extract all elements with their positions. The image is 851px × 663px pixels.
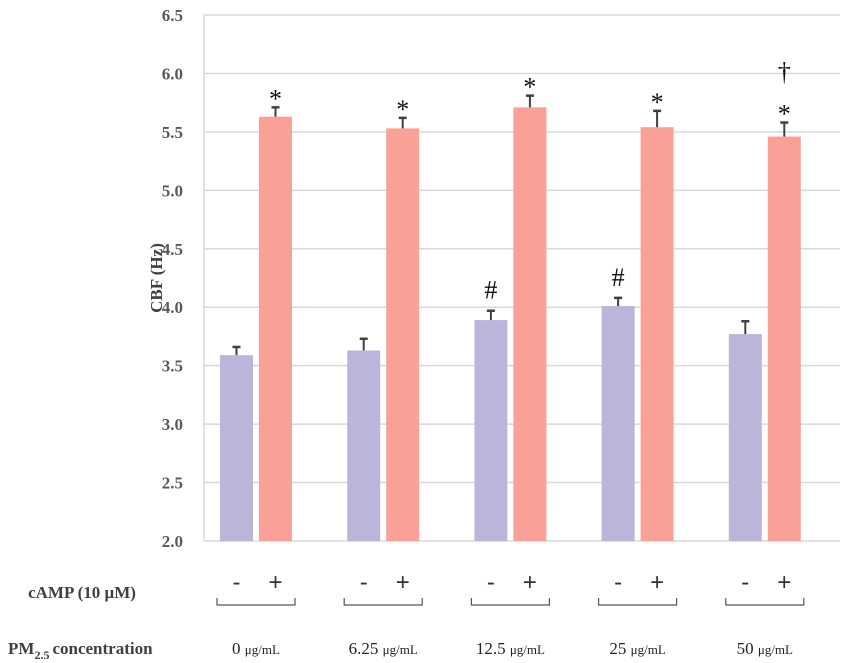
group-bracket (725, 598, 805, 606)
y-tick-label: 5.0 (162, 181, 183, 200)
bar-minus (220, 355, 253, 541)
bar-minus (474, 320, 508, 541)
camp-sign-minus: - (741, 569, 749, 596)
bar-plus (640, 127, 674, 542)
camp-sign-plus: + (650, 569, 664, 596)
bars: * * # * # * * † (220, 58, 801, 542)
bar-plus (259, 116, 292, 542)
group-bracket (216, 598, 296, 606)
concentration-label: 6.25 μg/mL (349, 639, 418, 658)
y-tick-label: 3.0 (162, 415, 183, 434)
camp-sign-minus: - (233, 569, 241, 596)
asterisk-annotation: * (269, 84, 282, 113)
y-axis-ticks: 2.0 2.5 3.0 3.5 4.0 4.5 5.0 5.5 6.0 6.5 (162, 6, 183, 551)
camp-sign-minus: - (360, 569, 368, 596)
asterisk-annotation: * (396, 95, 409, 124)
y-tick-label: 2.0 (162, 532, 183, 551)
asterisk-annotation: * (778, 100, 791, 129)
y-axis-label: CBF (Hz) (147, 243, 166, 313)
concentration-label: 25 μg/mL (609, 639, 665, 658)
bar-plus (386, 128, 420, 542)
camp-sign-plus: + (396, 569, 410, 596)
asterisk-annotation: * (651, 88, 664, 117)
camp-sign-minus: - (614, 569, 622, 596)
camp-sign-plus: + (523, 569, 537, 596)
concentration-label: 50 μg/mL (737, 639, 793, 658)
y-tick-label: 6.5 (162, 6, 183, 25)
group-bracket (598, 598, 678, 606)
group-bracket (343, 598, 423, 606)
camp-sign-plus: + (268, 569, 282, 596)
hash-annotation: # (612, 263, 625, 292)
y-tick-label: 6.0 (162, 64, 183, 83)
asterisk-annotation: * (523, 73, 536, 102)
bar-plus (767, 136, 801, 541)
bar-minus (601, 306, 635, 541)
camp-sign-plus: + (777, 569, 791, 596)
y-tick-label: 5.5 (162, 123, 183, 142)
dagger-annotation: † (778, 58, 791, 87)
bar-plus (513, 107, 547, 541)
x-axis-rows: - +0 μg/mL- +6.25 μg/mL- +12.5 μg/mL- +25 μg… (216, 569, 805, 658)
y-tick-label: 2.5 (162, 474, 183, 493)
y-tick-label: 4.5 (162, 240, 183, 259)
camp-row-label: cAMP (10 μM) (28, 583, 136, 602)
camp-sign-minus: - (487, 569, 495, 596)
y-tick-label: 3.5 (162, 357, 183, 376)
hash-annotation: # (484, 276, 497, 305)
bar-minus (347, 350, 381, 541)
y-tick-label: 4.0 (162, 298, 183, 317)
concentration-label: 12.5 μg/mL (476, 639, 545, 658)
bar-minus (728, 334, 762, 541)
concentration-label: 0 μg/mL (232, 639, 280, 658)
group-bracket (470, 598, 550, 606)
pm-row-label: PM2.5 concentration (8, 639, 153, 662)
